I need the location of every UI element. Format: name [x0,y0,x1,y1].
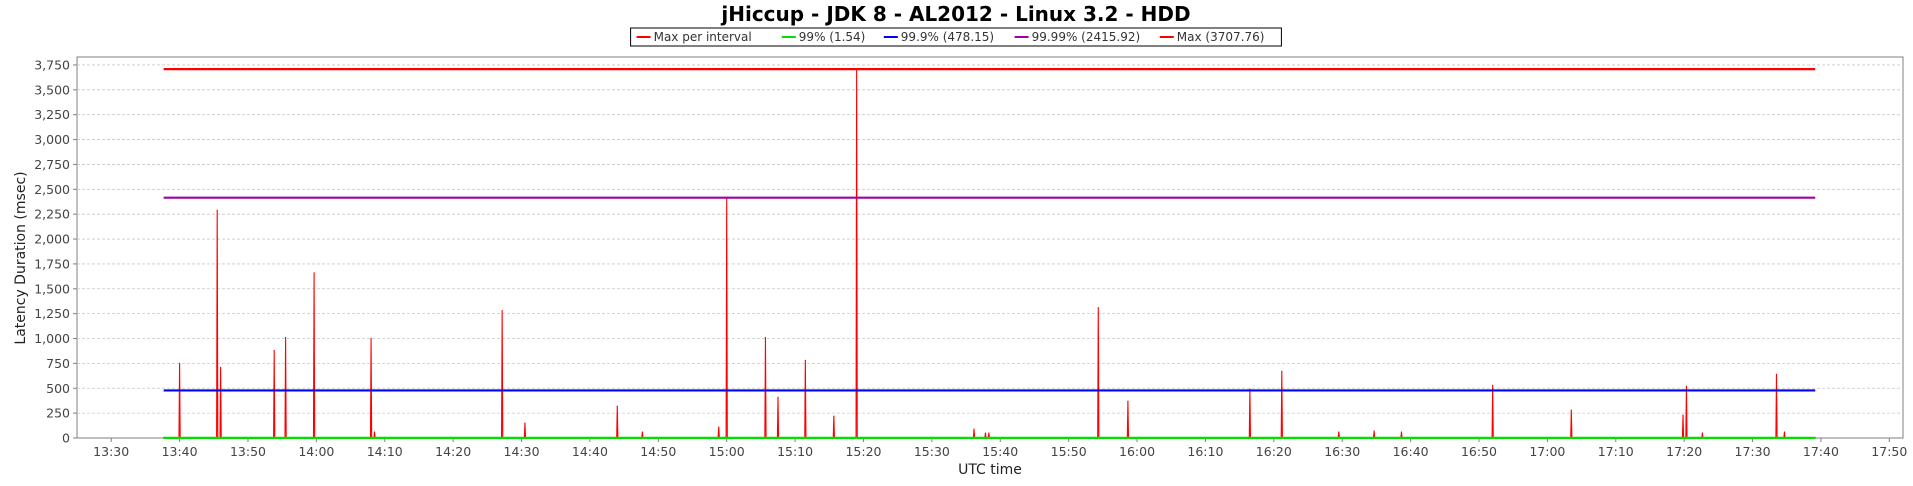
data-point [220,366,222,368]
x-tick-label: 17:00 [1529,444,1565,459]
y-axis-label: Latency Duration (msec) [13,171,29,344]
x-tick-label: 16:20 [1256,444,1292,459]
data-point [313,272,315,274]
x-tick-label: 17:50 [1871,444,1907,459]
data-point [984,432,987,434]
y-tick-label: 2,000 [34,232,70,247]
y-tick-label: 1,500 [34,281,70,296]
x-tick-label: 14:20 [435,444,471,459]
data-point [988,432,990,434]
data-point [616,405,618,407]
data-point [284,336,287,339]
legend-item-label: Max (3707.76) [1177,30,1265,44]
data-point [804,359,806,362]
x-tick-label: 15:10 [777,444,813,459]
data-point [1097,307,1099,309]
data-point [1127,400,1129,402]
x-tick-label: 16:50 [1461,444,1497,459]
y-tick-label: 3,750 [34,57,70,72]
x-tick-label: 13:50 [230,444,266,459]
x-tick-label: 14:10 [367,444,403,459]
data-point [1338,431,1340,433]
data-point [273,349,275,352]
x-tick-label: 16:00 [1119,444,1155,459]
legend-item-label: 99.99% (2415.92) [1032,30,1141,44]
x-tick-label: 14:40 [572,444,608,459]
chart-title: jHiccup - JDK 8 - AL2012 - Linux 3.2 - H… [720,2,1190,26]
y-tick-label: 0 [62,431,70,446]
x-tick-label: 16:30 [1324,444,1360,459]
y-tick-label: 2,250 [34,207,70,222]
data-point [718,426,720,428]
data-point [1570,409,1572,411]
legend-box [630,27,1282,47]
x-tick-label: 16:10 [1187,444,1223,459]
y-tick-label: 1,750 [34,256,70,271]
data-point [1492,384,1494,386]
data-point [524,422,526,424]
x-tick-label: 15:20 [845,444,881,459]
y-tick-label: 250 [46,406,70,421]
x-tick-label: 17:10 [1598,444,1634,459]
data-point [373,431,376,433]
data-point [501,310,503,312]
data-point [1682,414,1684,416]
x-tick-label: 15:50 [1051,444,1087,459]
x-tick-label: 16:40 [1393,444,1429,459]
y-tick-label: 750 [46,356,70,371]
x-tick-label: 14:50 [640,444,676,459]
data-point [1281,370,1283,372]
data-point [178,362,181,364]
series-layer [163,68,1816,439]
y-tick-label: 500 [46,381,70,396]
data-point [973,428,975,430]
x-tick-label: 17:40 [1803,444,1839,459]
legend-item-label: Max per interval [654,30,752,44]
x-tick-label: 14:30 [504,444,540,459]
data-point [833,415,835,417]
data-point [370,337,372,340]
data-point [1400,431,1403,433]
data-point [1783,431,1786,433]
x-tick-label: 15:40 [982,444,1018,459]
y-tick-label: 1,250 [34,306,70,321]
x-tick-label: 13:30 [93,444,129,459]
y-tick-label: 2,750 [34,157,70,172]
x-tick-label: 13:40 [162,444,198,459]
grid-lines [77,64,1903,414]
legend-item-label: 99% (1.54) [799,30,866,44]
legend: Max per interval 99% (1.54) 99.9% (478.15)… [630,27,1282,47]
legend-item-label: 99.9% (478.15) [901,30,994,44]
data-point [777,396,779,398]
data-point [1373,430,1375,432]
y-tick-label: 3,000 [34,132,70,147]
y-tick-label: 2,500 [34,182,70,197]
x-tick-label: 15:00 [709,444,745,459]
y-axis-ticks: 0 250 500 750 1,000 1,250 1,500 1,750 2,000 2,250… [34,57,77,446]
data-point [1685,385,1688,387]
data-point [1701,432,1703,434]
plot-area [76,56,1904,439]
y-tick-label: 3,500 [34,82,70,97]
data-point [1775,373,1778,375]
x-tick-label: 14:00 [298,444,334,459]
y-tick-label: 1,000 [34,331,70,346]
x-axis-label: UTC time [958,462,1022,478]
x-tick-label: 17:20 [1666,444,1702,459]
y-tick-label: 3,250 [34,107,70,122]
data-point [216,209,218,211]
x-axis-ticks: 13:30 13:40 13:50 14:00 14:10 14:20 14:30 14:40… [93,438,1907,459]
data-point [764,336,767,339]
x-tick-label: 17:30 [1735,444,1771,459]
x-tick-label: 15:30 [914,444,950,459]
data-point [641,431,643,433]
